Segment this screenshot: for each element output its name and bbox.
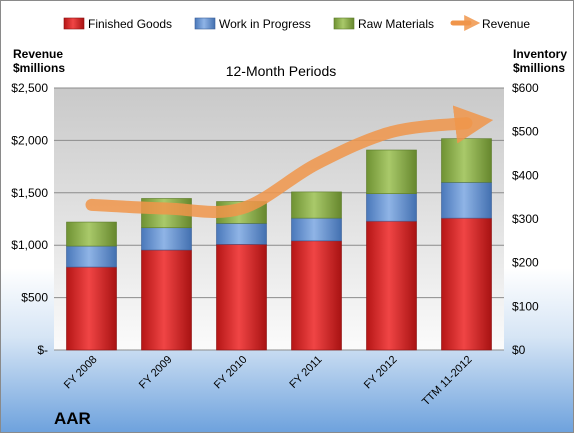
bars (66, 138, 492, 351)
bar-segment-work-in-progress (441, 182, 492, 219)
bar-segment-raw-materials (66, 221, 117, 247)
left-tick-label: $500 (21, 291, 48, 305)
category-label: FY 2010 (212, 354, 250, 392)
legend-item-finished-goods: Finished Goods (63, 17, 172, 31)
right-tick-label: $600 (512, 81, 539, 95)
legend-item-work-in-progress: Work in Progress (194, 17, 311, 31)
left-tick-label: $1,000 (11, 238, 48, 252)
right-axis-ticks: $0 $100 $200 $300 $400 $500 $600 (512, 81, 539, 357)
category-labels: FY 2008 FY 2009 FY 2010 FY 2011 FY 2012 TTM 1… (62, 354, 475, 409)
legend-label-work-in-progress: Work in Progress (219, 17, 311, 31)
bar-segment-finished-goods (366, 220, 417, 351)
right-tick-label: $300 (512, 212, 539, 226)
bar-segment-work-in-progress (291, 217, 342, 242)
left-tick-label: $2,000 (11, 133, 48, 147)
revenue-line (85, 105, 494, 218)
bar-segment-work-in-progress (66, 245, 117, 268)
category-label: FY 2009 (137, 354, 175, 392)
right-tick-label: $0 (512, 343, 526, 357)
chart-title: 12-Month Periods (226, 63, 337, 79)
right-tick-label: $100 (512, 299, 539, 313)
left-axis-ticks: $- $500 $1,000 $1,500 $2,000 $2,500 (11, 81, 48, 357)
category-label: FY 2008 (62, 354, 100, 392)
bar-segment-finished-goods (216, 244, 267, 351)
left-tick-label: $2,500 (11, 81, 48, 95)
bar-segment-finished-goods (141, 249, 192, 351)
legend-label-revenue: Revenue (482, 17, 530, 31)
bar-segment-raw-materials (441, 138, 492, 183)
bar-segment-work-in-progress (216, 223, 267, 245)
left-tick-label: $- (37, 343, 48, 357)
left-axis-label-line2: $millions (13, 61, 65, 75)
legend-label-raw-materials: Raw Materials (358, 17, 434, 31)
right-axis-label-line1: Inventory (513, 47, 567, 61)
right-tick-label: $400 (512, 168, 539, 182)
category-label: TTM 11-2012 (420, 354, 475, 409)
right-axis-label-line2: $millions (513, 61, 565, 75)
gridlines (54, 87, 504, 351)
company-name: AAR (54, 409, 91, 428)
bar-segment-finished-goods (441, 217, 492, 351)
bar-segment-finished-goods (66, 266, 117, 351)
bar-segment-finished-goods (291, 240, 342, 351)
left-tick-label: $1,500 (11, 186, 48, 200)
category-label: FY 2011 (287, 354, 324, 391)
left-axis-label-line1: Revenue (13, 47, 63, 61)
right-tick-label: $500 (512, 125, 539, 139)
bar-segment-raw-materials (291, 191, 342, 219)
revenue-series (85, 105, 494, 218)
category-label: FY 2012 (362, 354, 400, 392)
right-tick-label: $200 (512, 256, 539, 270)
legend: Finished Goods Work in Progress Raw Mate… (63, 14, 530, 32)
legend-label-finished-goods: Finished Goods (88, 17, 172, 31)
legend-item-revenue: Revenue (450, 14, 530, 32)
legend-item-raw-materials: Raw Materials (333, 17, 434, 31)
bar-segment-raw-materials (366, 149, 417, 194)
bar-segment-work-in-progress (366, 193, 417, 222)
bar-segment-work-in-progress (141, 227, 192, 251)
